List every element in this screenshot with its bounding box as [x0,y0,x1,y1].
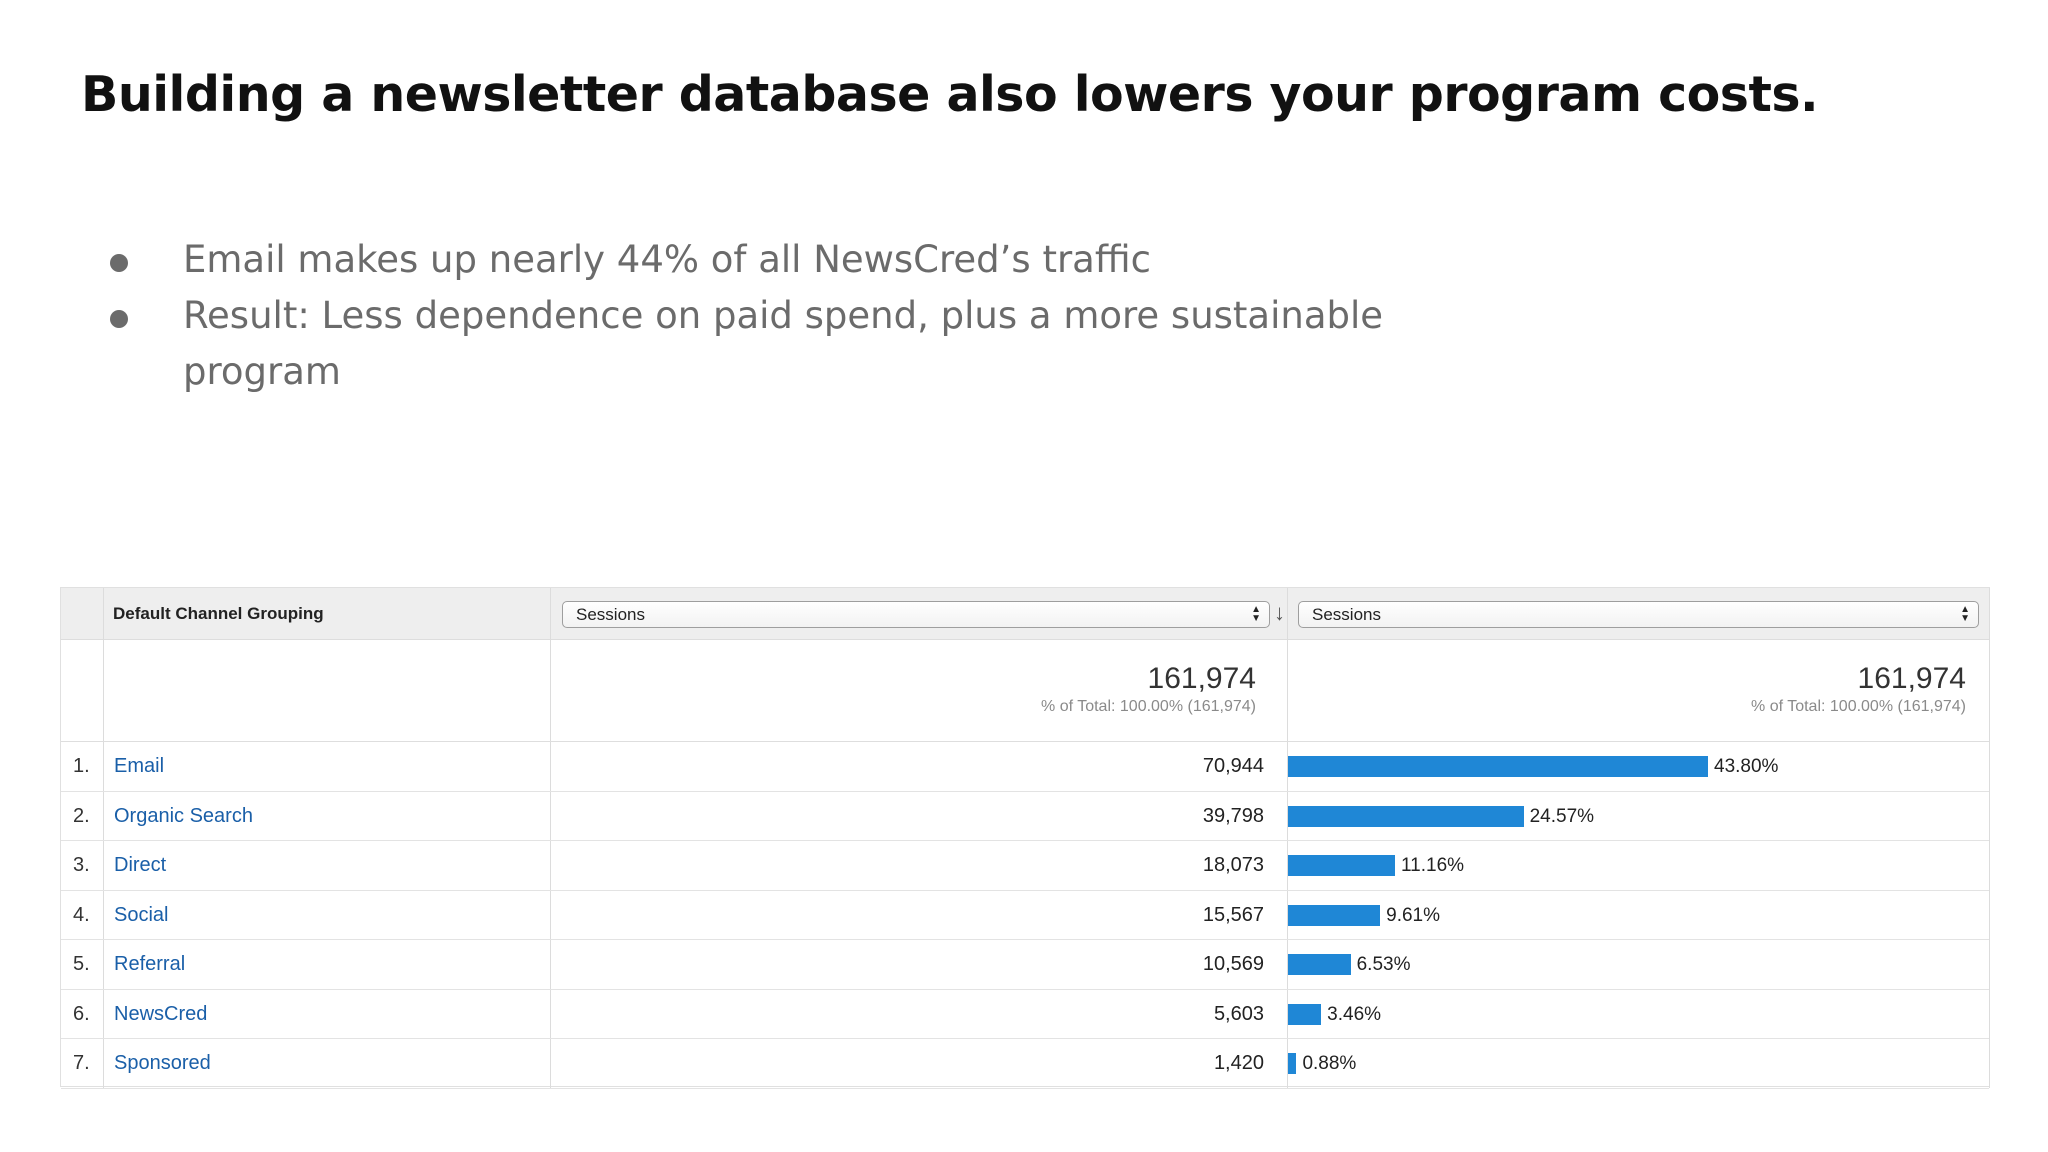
percent-bar [1288,855,1395,876]
dimension-header-label: Default Channel Grouping [113,604,324,623]
percent-label: 6.53% [1356,954,1411,975]
row-number: 4. [73,903,90,926]
table-row: 3. Direct 18,073 11.16% [61,841,1989,891]
percent-bar [1288,954,1351,975]
table-row: 4. Social 15,567 9.61% [61,891,1989,940]
table-row: 5. Referral 10,569 6.53% [61,940,1989,990]
bullet-item: Result: Less dependence on paid spend, p… [108,288,1388,400]
channel-link[interactable]: Sponsored [114,1052,211,1074]
table-row: 1. Email 70,944 43.80% [61,742,1989,792]
updown-chevron-icon: ▲ ▼ [1251,604,1261,624]
sessions-value: 1,420 [1213,1052,1264,1074]
totals-row: 161,974 % of Total: 100.00% (161,974) 16… [61,640,1989,742]
row-number: 2. [73,804,90,827]
updown-chevron-icon: ▲ ▼ [1960,604,1970,624]
percent-label: 11.16% [1401,855,1465,876]
sessions-value: 10,569 [1202,953,1264,975]
percent-bar [1288,805,1524,827]
total-value: 161,974 [1857,662,1966,695]
channel-table: Default Channel Grouping Sessions ▲ ▼ ↓ S… [60,587,1990,1089]
percent-label: 9.61% [1386,904,1441,926]
bullet-item: Email makes up nearly 44% of all NewsCre… [108,232,1408,288]
percent-label: 24.57% [1529,805,1595,827]
column-divider [1989,588,1990,1088]
channel-link[interactable]: Direct [114,854,167,876]
table-row: 6. NewsCred 5,603 3.46% [61,990,1989,1039]
total-subtext: % of Total: 100.00% (161,974) [1041,698,1256,715]
percent-bar [1288,904,1381,926]
bullet-list: Email makes up nearly 44% of all NewsCre… [108,232,1408,400]
percent-bar [1288,1003,1322,1025]
total-value: 161,974 [1147,662,1256,695]
sessions-value: 39,798 [1202,804,1264,827]
column-divider [103,588,104,1088]
table-header-row: Default Channel Grouping Sessions ▲ ▼ ↓ S… [61,588,1989,640]
metric-select-2-value: Sessions [1312,605,1381,624]
percent-label: 43.80% [1714,756,1779,777]
percent-bar [1288,756,1708,777]
channel-link[interactable]: Referral [114,953,186,975]
total-sessions-1: 161,974 % of Total: 100.00% (161,974) [551,640,1256,718]
sessions-value: 70,944 [1202,755,1264,777]
percent-bar [1288,1053,1297,1074]
metric-select-1-value: Sessions [576,605,645,624]
bullet-text: Result: Less dependence on paid spend, p… [183,294,1384,393]
sessions-value: 15,567 [1202,903,1264,926]
table-row: 2. Organic Search 39,798 24.57% [61,792,1989,841]
table-row: 7. Sponsored 1,420 0.88% [61,1039,1989,1089]
slide-title: Building a newsletter database also lowe… [81,66,1819,123]
total-sessions-2: 161,974 % of Total: 100.00% (161,974) [1288,640,1966,718]
channel-link[interactable]: Email [114,755,165,777]
column-divider [550,588,551,1088]
total-subtext: % of Total: 100.00% (161,974) [1751,698,1966,715]
sessions-value: 5,603 [1213,1002,1264,1025]
arrow-down-icon[interactable]: ↓ [1274,600,1285,625]
channel-link[interactable]: Organic Search [114,804,253,827]
metric-select-1[interactable]: Sessions ▲ ▼ [562,601,1270,628]
row-number: 5. [73,953,90,975]
row-number: 6. [73,1002,90,1025]
row-number: 7. [73,1052,90,1074]
column-divider [1287,588,1288,1088]
percent-label: 3.46% [1327,1003,1382,1025]
bullet-text: Email makes up nearly 44% of all NewsCre… [183,238,1151,281]
bullet-dot-icon [110,310,128,328]
metric-select-2[interactable]: Sessions ▲ ▼ [1298,601,1979,628]
channel-link[interactable]: NewsCred [114,1002,208,1025]
bullet-dot-icon [110,254,128,272]
row-number: 1. [73,755,90,777]
dimension-header[interactable]: Default Channel Grouping [103,588,613,640]
sessions-value: 18,073 [1202,854,1264,876]
channel-link[interactable]: Social [114,903,169,926]
row-number: 3. [73,854,90,876]
percent-label: 0.88% [1302,1053,1357,1074]
